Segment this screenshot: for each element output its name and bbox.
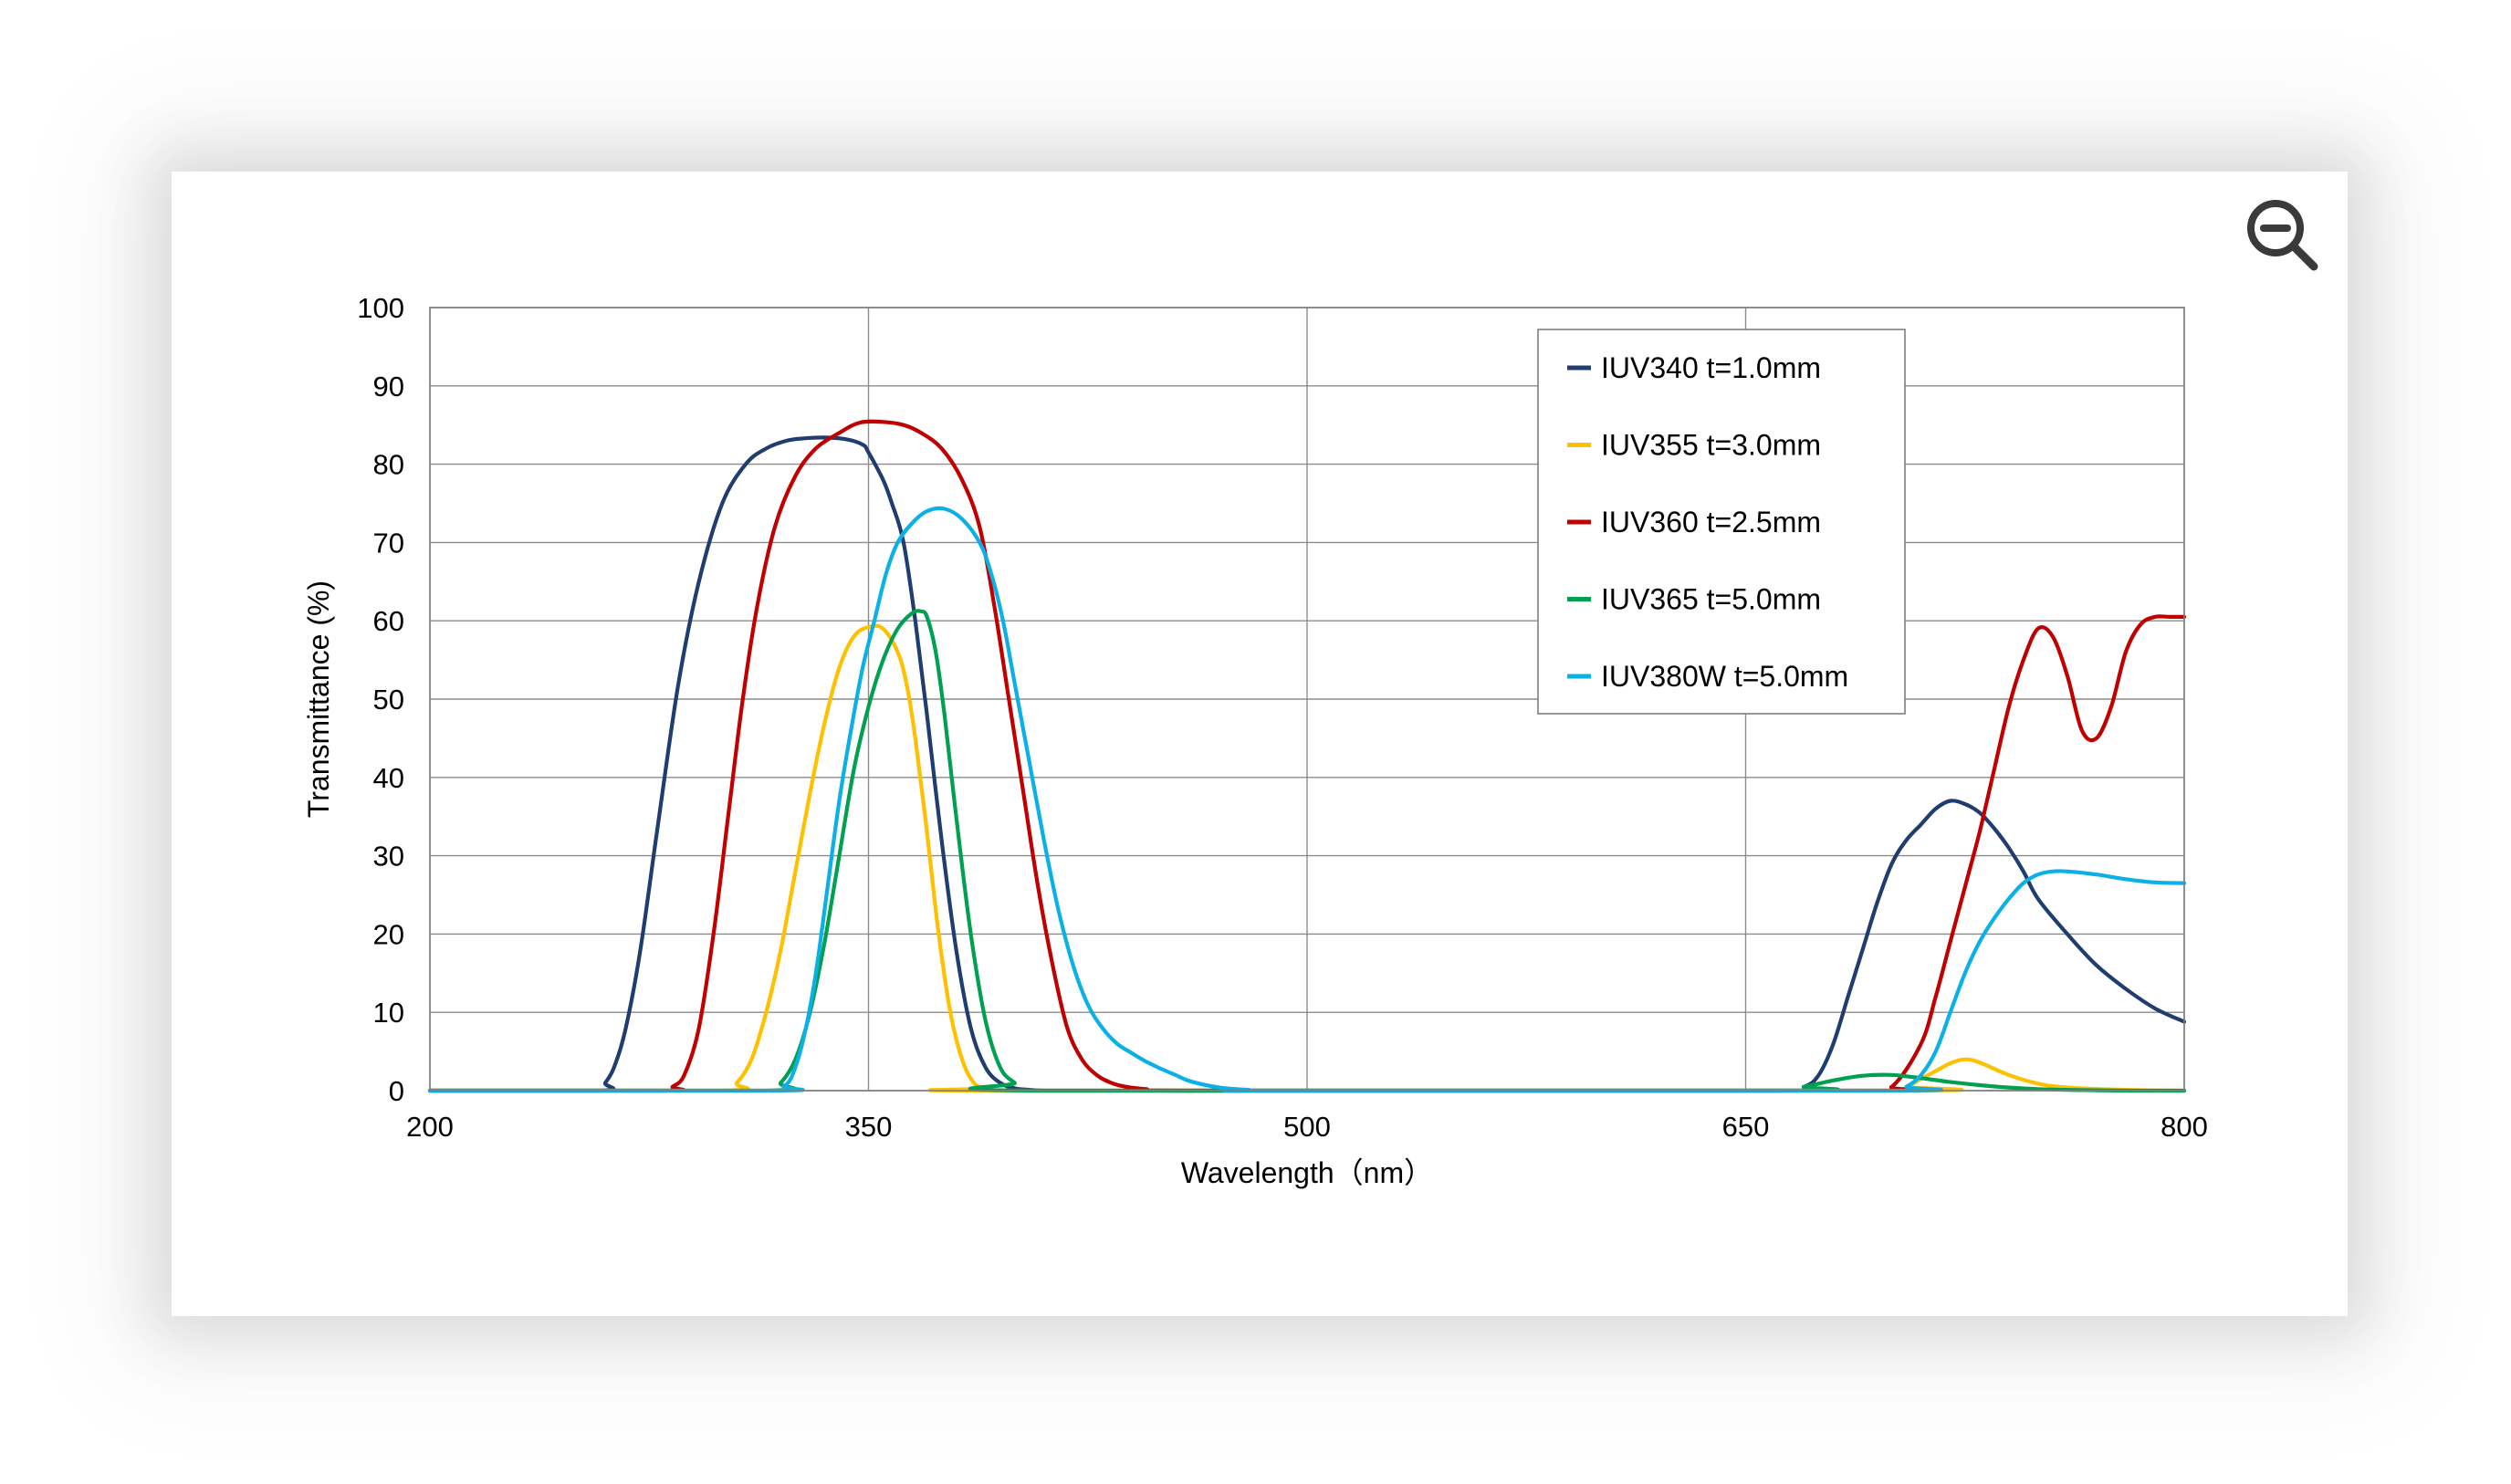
legend-label: IUV340 t=1.0mm xyxy=(1601,351,1821,384)
series-layer xyxy=(427,419,2187,1093)
series-line-4 xyxy=(427,609,2187,1093)
legend-item: IUV360 t=2.5mm xyxy=(1567,506,1821,538)
zoom-out-icon xyxy=(2247,200,2318,271)
x-tick-label: 650 xyxy=(1722,1111,1770,1143)
y-tick-label: 40 xyxy=(373,762,404,794)
x-tick-label: 350 xyxy=(845,1111,893,1143)
zoom-out-button[interactable] xyxy=(2241,193,2325,277)
legend-label: IUV360 t=2.5mm xyxy=(1601,506,1821,538)
series-line-3 xyxy=(427,419,2187,1093)
y-tick-label: 30 xyxy=(373,841,404,873)
legend-label: IUV355 t=3.0mm xyxy=(1601,429,1821,462)
x-axis-label: Wavelength（nm） xyxy=(1181,1156,1433,1189)
x-tick-label: 500 xyxy=(1283,1111,1331,1143)
y-tick-label: 90 xyxy=(373,371,404,402)
legend-item: IUV355 t=3.0mm xyxy=(1567,429,1821,462)
series-line-1 xyxy=(427,435,2187,1093)
legend-item: IUV380W t=5.0mm xyxy=(1567,660,1848,693)
series-line-5 xyxy=(427,506,2187,1093)
y-tick-label: 0 xyxy=(389,1075,404,1107)
y-tick-label: 20 xyxy=(373,918,404,950)
y-tick-label: 10 xyxy=(373,997,404,1029)
y-tick-label: 80 xyxy=(373,449,404,481)
legend-box xyxy=(1537,329,1906,715)
y-tick-label: 100 xyxy=(357,292,404,324)
legend-label: IUV365 t=5.0mm xyxy=(1601,583,1821,616)
legend-items: IUV340 t=1.0mm IUV355 t=3.0mm IUV360 t=2.5… xyxy=(1567,351,1848,693)
x-tick-label: 800 xyxy=(2161,1111,2208,1143)
gridlines xyxy=(429,307,2185,1092)
y-tick-label: 60 xyxy=(373,605,404,637)
legend-item: IUV365 t=5.0mm xyxy=(1567,583,1821,616)
tick-labels: 0 10 20 30 40 50 60 70 80 90 100 200 350 500 650 800 xyxy=(357,292,2208,1143)
legend-item: IUV340 t=1.0mm xyxy=(1567,351,1821,384)
plot-frame xyxy=(429,307,2185,1092)
legend: IUV340 t=1.0mm IUV355 t=3.0mm IUV360 t=2.5… xyxy=(1537,329,1906,715)
y-tick-label: 70 xyxy=(373,527,404,559)
chart-card xyxy=(172,172,2348,1316)
x-tick-label: 200 xyxy=(406,1111,454,1143)
y-axis-label: Transmittance (%) xyxy=(302,580,335,818)
y-tick-label: 50 xyxy=(373,684,404,716)
series-line-2 xyxy=(427,623,2187,1093)
legend-label: IUV380W t=5.0mm xyxy=(1601,660,1848,693)
